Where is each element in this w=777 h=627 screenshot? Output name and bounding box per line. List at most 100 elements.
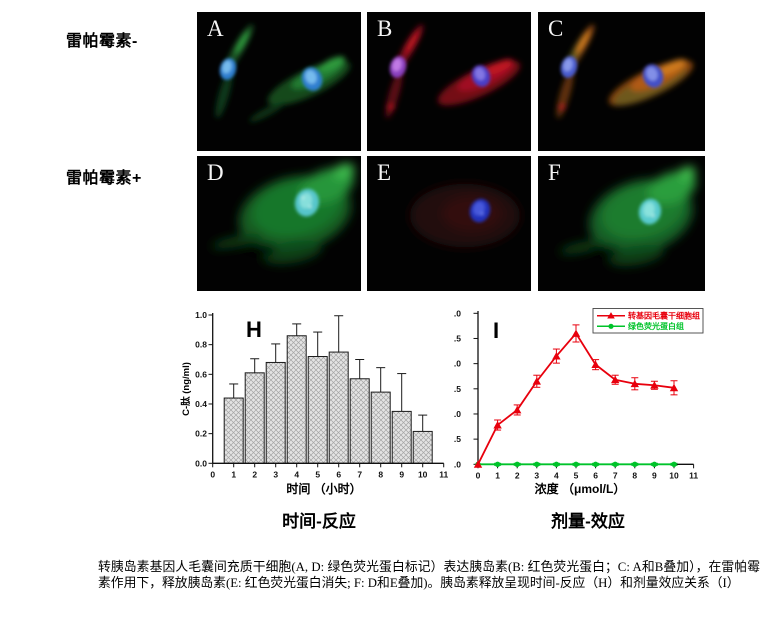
x-tick-label: 11 xyxy=(689,470,698,480)
panel-letter-f: F xyxy=(548,160,561,185)
panel-letter-d: D xyxy=(207,160,224,185)
triangle-marker xyxy=(591,360,600,369)
figure-caption: 转胰岛素基因人毛囊间充质干细胞(A, D: 绿色荧光蛋白标记）表达胰岛素(B: … xyxy=(98,560,760,590)
bar xyxy=(349,378,370,464)
triangle-marker xyxy=(630,379,639,388)
bar xyxy=(370,391,391,464)
nuclei xyxy=(219,58,323,91)
x-tick-label: 2 xyxy=(252,469,257,479)
micrograph-panel-e: E xyxy=(367,156,531,291)
bar xyxy=(328,351,349,464)
y-tick-label: .5 xyxy=(454,434,461,444)
bar xyxy=(391,410,412,464)
micrograph-panel-b: B xyxy=(367,12,531,151)
x-tick-label: 4 xyxy=(294,469,299,479)
x-tick-label: 3 xyxy=(534,470,539,480)
x-tick-label: 6 xyxy=(593,470,598,480)
circle-marker xyxy=(494,461,501,467)
y-tick-label: 0.8 xyxy=(195,340,207,350)
x-tick-label: 1 xyxy=(231,469,236,479)
panel-letter-e: E xyxy=(377,160,392,185)
legend-triangle-marker xyxy=(607,312,615,319)
triangle-marker xyxy=(493,421,502,429)
x-tick-label: 9 xyxy=(399,469,404,479)
triangle-marker xyxy=(669,383,679,392)
triangle-marker xyxy=(532,377,541,385)
x-tick-label: 11 xyxy=(439,469,448,479)
y-tick-label: .0 xyxy=(454,359,461,369)
line-chart-i: .0 .5 .0 .5 .0 .5 .0 0 1 2 3 4 5 6 7 8 9 10 11 转基因毛囊干细胞组绿色荧… xyxy=(454,308,704,496)
bar xyxy=(223,397,244,464)
nuclei xyxy=(469,198,491,223)
triangle-marker xyxy=(552,352,561,360)
sub-caption-dose-effect: 剂量-效应 xyxy=(551,512,625,531)
y-tick-label: 0.6 xyxy=(195,369,207,379)
y-tick-label: .5 xyxy=(454,333,461,343)
y-tick-label: 0.0 xyxy=(195,458,207,468)
y-tick-label: .5 xyxy=(454,384,461,394)
triangle-marker xyxy=(513,405,522,414)
row-label-rapamycin-plus: 雷帕霉素+ xyxy=(66,170,142,187)
nuclei xyxy=(294,188,320,217)
x-tick-label: 0 xyxy=(476,470,481,480)
legend-circle-marker xyxy=(608,323,614,329)
cell-bodies xyxy=(410,183,520,248)
y-tick-label: .0 xyxy=(454,308,461,318)
micrograph-e-image xyxy=(367,156,531,291)
micrograph-b-image xyxy=(367,12,531,151)
x-tick-label: 10 xyxy=(418,469,428,479)
triangle-marker xyxy=(473,460,483,468)
triangle-marker xyxy=(571,329,581,337)
i-x-axis-title: 浓度 （μmol/L） xyxy=(535,481,626,496)
nuclei xyxy=(560,56,664,88)
micrograph-c-image xyxy=(538,12,705,151)
x-tick-label: 4 xyxy=(554,470,559,480)
micrograph-d-image xyxy=(197,156,361,291)
x-tick-label: 0 xyxy=(210,469,215,479)
micrograph-panel-a: A xyxy=(197,12,361,151)
x-tick-label: 9 xyxy=(652,470,657,480)
circle-marker xyxy=(632,461,638,467)
x-tick-label: 5 xyxy=(315,469,320,479)
x-tick-label: 7 xyxy=(613,470,618,480)
y-tick-label: .0 xyxy=(454,459,461,469)
circle-marker xyxy=(651,461,658,467)
circle-marker xyxy=(671,461,677,467)
x-tick-label: 10 xyxy=(669,470,679,480)
x-tick-label: 7 xyxy=(357,469,362,479)
micrograph-panel-c: C xyxy=(538,12,705,151)
chart-h-label: H xyxy=(246,317,262,342)
circle-marker xyxy=(534,461,540,467)
panel-letter-c: C xyxy=(548,16,564,41)
bar xyxy=(265,361,286,464)
x-tick-label: 6 xyxy=(336,469,341,479)
circle-marker xyxy=(612,461,618,467)
micrograph-f-image xyxy=(538,156,705,291)
series-line-0 xyxy=(477,331,675,465)
y-tick-label: 0.4 xyxy=(195,399,207,409)
bar xyxy=(286,335,307,464)
bar-chart-h: 0.0 0.2 0.4 0.6 0.8 1.0 0 1 2 3 4 5 6 7 8 9 10 11 C-肽 (ng/… xyxy=(180,310,448,496)
x-tick-label: 8 xyxy=(632,470,637,480)
triangle-marker xyxy=(650,381,659,389)
triangle-marker xyxy=(611,375,620,384)
x-tick-label: 8 xyxy=(378,469,383,479)
panel-letter-a: A xyxy=(207,16,224,41)
cell-bodies xyxy=(559,166,697,267)
h-x-axis-title: 时间 （小时） xyxy=(286,481,361,496)
panel-letter-b: B xyxy=(377,16,393,41)
circle-marker xyxy=(573,461,579,467)
micrograph-panel-d: D xyxy=(197,156,361,291)
nuclei xyxy=(638,198,662,225)
y-tick-label: 0.2 xyxy=(195,429,207,439)
legend-label: 转基因毛囊干细胞组 xyxy=(628,311,700,321)
circle-marker xyxy=(592,461,599,467)
bar xyxy=(412,430,433,464)
circle-marker xyxy=(553,461,560,467)
y-tick-label: 1.0 xyxy=(195,310,207,320)
x-tick-label: 2 xyxy=(515,470,520,480)
sub-caption-time-response: 时间-反应 xyxy=(282,512,356,531)
legend-box xyxy=(592,308,704,334)
micrograph-a-image xyxy=(197,12,361,151)
